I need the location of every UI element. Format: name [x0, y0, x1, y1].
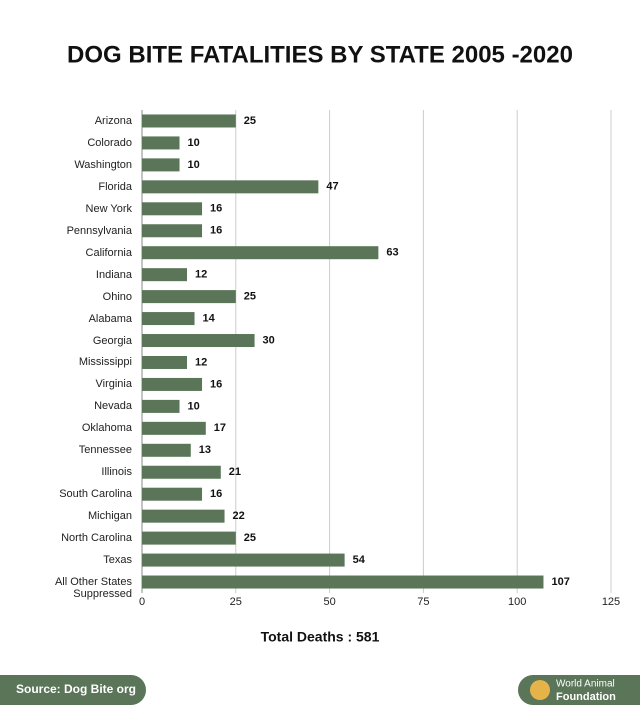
value-label: 16: [210, 488, 222, 500]
y-tick-label: Tennessee: [78, 444, 132, 457]
y-tick-label: Nevada: [94, 400, 132, 413]
logo-badge: [518, 675, 640, 705]
y-tick-label: Virginia: [95, 378, 133, 391]
bar: [142, 399, 180, 413]
bar: [142, 377, 203, 391]
y-tick-label: Illinois: [101, 466, 132, 479]
value-label: 10: [188, 400, 200, 412]
bar: [142, 509, 225, 523]
y-tick-label: Michigan: [87, 510, 132, 523]
value-label: 25: [244, 291, 256, 303]
y-tick-label: Indiana: [95, 268, 132, 281]
logo-text: Foundation: [556, 691, 616, 703]
bar: [142, 355, 188, 369]
bar: [142, 443, 191, 457]
y-tick-label: North Carolina: [61, 532, 132, 545]
x-tick-label: 125: [602, 596, 620, 608]
x-tick-label: 25: [230, 596, 242, 608]
bar: [142, 465, 221, 479]
source-badge: [0, 675, 146, 705]
total-note: Total Deaths : 581: [261, 629, 380, 645]
value-label: 12: [195, 269, 207, 281]
y-tick-label: Mississippi: [78, 356, 132, 369]
y-tick-label: Arizona: [94, 114, 132, 127]
y-tick-label: Pennsylvania: [66, 224, 132, 237]
bar: [142, 421, 206, 435]
y-tick-label: California: [85, 246, 132, 259]
y-tick-label: All Other States Suppressed: [54, 576, 132, 601]
value-label: 22: [233, 510, 245, 522]
value-label: 17: [214, 422, 226, 434]
source-text: Source: Dog Bite org: [16, 682, 136, 696]
logo-text: World Animal: [556, 679, 615, 690]
bar: [142, 158, 180, 172]
y-tick-label: Florida: [98, 180, 132, 193]
bar: [142, 180, 319, 194]
bar: [142, 114, 236, 128]
y-tick-label: Colorado: [87, 136, 132, 149]
bar: [142, 575, 544, 589]
y-tick-label: Alabama: [88, 312, 132, 325]
bar: [142, 290, 236, 304]
bar: [142, 268, 188, 282]
y-tick-label: Georgia: [92, 334, 132, 347]
value-label: 10: [188, 159, 200, 171]
x-tick-label: 100: [508, 596, 526, 608]
value-label: 25: [244, 532, 256, 544]
value-label: 16: [210, 225, 222, 237]
bar: [142, 202, 203, 216]
y-tick-label: Ohino: [102, 290, 132, 303]
bar: [142, 224, 203, 238]
bar: [142, 531, 236, 545]
y-tick-label: New York: [85, 202, 132, 215]
x-tick-label: 0: [139, 596, 145, 608]
y-tick-label: Texas: [103, 554, 132, 567]
value-label: 107: [551, 576, 569, 588]
value-label: 12: [195, 356, 207, 368]
bar: [142, 553, 345, 567]
value-label: 14: [203, 312, 216, 324]
value-label: 16: [210, 378, 222, 390]
bar: [142, 312, 195, 326]
x-tick-label: 50: [323, 596, 335, 608]
value-label: 63: [386, 247, 398, 259]
value-label: 54: [353, 554, 366, 566]
bar: [142, 334, 255, 348]
bar: [142, 246, 379, 260]
value-label: 21: [229, 466, 241, 478]
y-tick-label: South Carolina: [59, 488, 132, 501]
value-label: 47: [326, 181, 338, 193]
y-tick-label: Washington: [74, 158, 132, 171]
chart-title: DOG BITE FATALITIES BY STATE 2005 -2020: [67, 41, 573, 68]
bar: [142, 487, 203, 501]
y-tick-label: Oklahoma: [81, 422, 132, 435]
x-tick-label: 75: [417, 596, 429, 608]
bar: [142, 136, 180, 150]
logo-icon: [530, 680, 550, 700]
value-label: 25: [244, 115, 256, 127]
value-label: 16: [210, 203, 222, 215]
value-label: 13: [199, 444, 211, 456]
value-label: 10: [188, 137, 200, 149]
value-label: 30: [263, 334, 275, 346]
